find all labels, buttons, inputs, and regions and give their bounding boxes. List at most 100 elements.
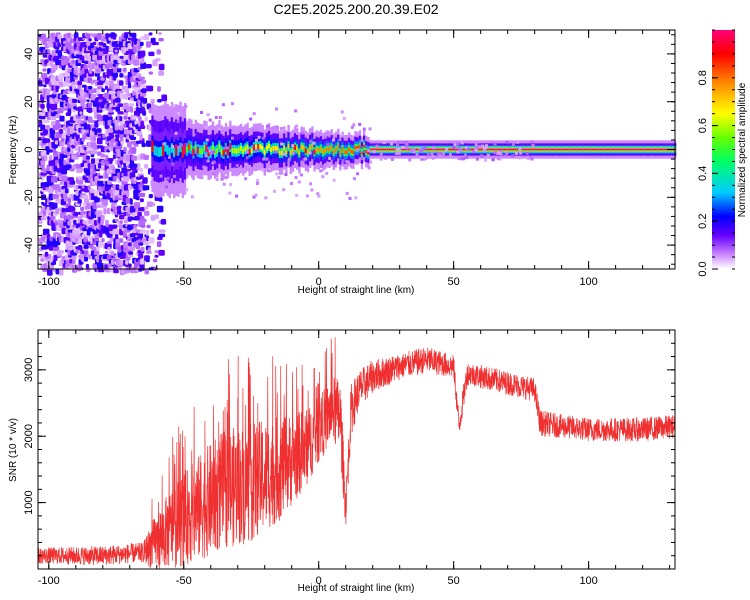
spectrogram-cell [326, 143, 330, 147]
spectrogram-cell [119, 163, 122, 168]
spectrogram-cell [432, 148, 435, 151]
spectrogram-cell [613, 148, 616, 151]
spectrogram-cell [263, 150, 266, 155]
spectrogram-cell [138, 76, 145, 80]
spectrogram-cell [40, 258, 45, 262]
spectrogram-cell [205, 138, 209, 142]
spectrogram-cell [600, 148, 603, 151]
y-tick-label: 40 [23, 48, 35, 60]
spectrogram-cell [233, 148, 236, 154]
spectrogram-cell [417, 148, 420, 151]
spectrogram-cell [479, 148, 482, 151]
spectrogram-x-axis: -100 -50 0 50 100 [38, 30, 671, 288]
spectrogram-cell [405, 146, 409, 150]
spectrogram-cell [292, 151, 296, 155]
x-tick-label: 50 [448, 276, 460, 288]
spectrogram-cell [138, 116, 142, 121]
spectrogram-cell [138, 253, 144, 259]
spectrogram-cell [396, 141, 400, 145]
spectrogram-cell [354, 146, 357, 150]
spectrogram-cell [419, 155, 423, 159]
spectrogram-cell [131, 32, 137, 39]
spectrogram-cell [112, 175, 117, 182]
spectrogram-cell [90, 188, 95, 193]
spectrogram-cell [472, 150, 476, 153]
spectrogram-cell [156, 241, 162, 248]
spectrogram-cell [563, 148, 567, 151]
spectrogram-cell [557, 148, 560, 151]
spectrogram-cell [222, 170, 226, 174]
spectrogram-cell [214, 116, 218, 119]
spectrogram-cell [474, 143, 478, 147]
spectrogram-cell [465, 156, 469, 160]
spectrogram-cell [294, 176, 298, 179]
spectrogram-cell [400, 141, 404, 144]
spectrogram-cell [85, 129, 90, 134]
spectrogram-cell [591, 148, 595, 151]
spectrogram-cell [237, 147, 241, 153]
spectrogram-cell [82, 98, 87, 102]
spectrogram-cell [276, 146, 279, 151]
spectrogram-cell [52, 193, 60, 200]
spectrogram-cell [98, 259, 102, 264]
spectrogram-cell [135, 245, 141, 250]
x-tick-label: -100 [38, 575, 60, 587]
spectrogram-cell [109, 268, 115, 273]
spectrogram-cell [59, 250, 65, 254]
spectrogram-cell [175, 144, 178, 156]
spectrogram-cell [73, 212, 78, 217]
spectrogram-cell [305, 194, 309, 198]
spectrogram-cell [48, 193, 54, 201]
spectrogram-cell [611, 148, 614, 151]
spectrogram-cell [208, 149, 212, 153]
spectrogram-cell [519, 151, 523, 155]
spectrogram-cell [267, 169, 270, 173]
spectrogram-cell [139, 215, 145, 221]
spectrogram-cell [334, 147, 338, 152]
spectrogram-cell [79, 88, 83, 95]
spectrogram-cell [380, 148, 383, 151]
spectrogram-cell [330, 145, 333, 150]
colorbar-tick-label: 0.2 [697, 214, 709, 229]
spectrogram-cell [140, 79, 147, 84]
spectrogram-cell [58, 158, 64, 165]
spectrogram-x-label: Height of straight line (km) [298, 285, 415, 296]
spectrogram-cell [221, 103, 225, 107]
spectrogram-cell [88, 89, 94, 94]
spectrogram-cell [501, 148, 504, 151]
spectrogram-cell [270, 147, 273, 153]
spectrogram-cell [378, 148, 381, 151]
spectrogram-cell [658, 148, 662, 151]
spectrogram-cell [88, 85, 93, 90]
spectrogram-cell [118, 40, 123, 47]
spectrogram-cell [484, 158, 487, 162]
spectrogram-cell [437, 152, 440, 155]
spectrogram-cell [57, 186, 62, 192]
spectrogram-cell [275, 172, 279, 176]
spectrogram-cell [161, 94, 168, 102]
spectrogram-cell [555, 148, 558, 151]
spectrogram-cell [61, 207, 66, 213]
spectrogram-cell [367, 149, 371, 153]
spectrogram-cell [215, 177, 219, 181]
spectrogram-cell [101, 88, 105, 93]
spectrogram-cell [252, 195, 256, 199]
spectrogram-cell [496, 148, 500, 151]
spectrogram-cell [131, 147, 137, 154]
spectrogram-cell [255, 181, 259, 185]
spectrogram-cell [80, 102, 85, 107]
spectrogram-cell [180, 143, 184, 147]
spectrogram-cell [144, 116, 148, 122]
spectrogram-cell [310, 188, 314, 192]
spectrogram-cell [92, 41, 97, 46]
spectrogram-cell [119, 92, 123, 100]
spectrogram-cell [379, 152, 383, 156]
spectrogram-cell [61, 64, 66, 71]
spectrogram-cell [382, 148, 385, 151]
spectrogram-cell [42, 68, 47, 72]
spectrogram-cell [434, 155, 438, 159]
spectrogram-cell [347, 147, 351, 152]
spectrogram-cell [395, 151, 399, 155]
spectrogram-cell [382, 141, 386, 145]
spectrogram-cell [507, 148, 511, 151]
